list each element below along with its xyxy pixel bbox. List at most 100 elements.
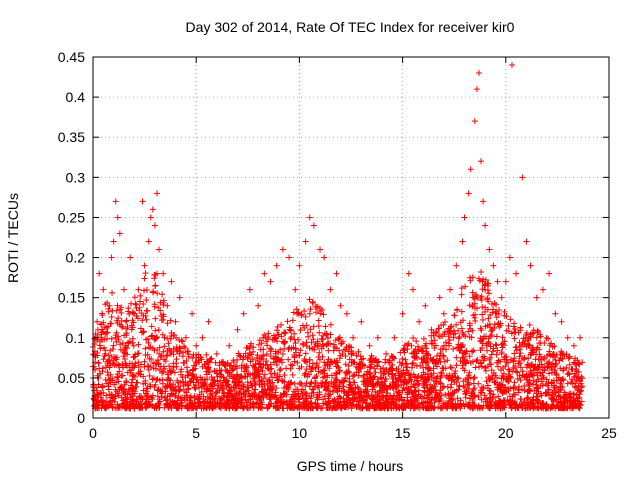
data-point <box>461 403 468 410</box>
data-point <box>420 369 427 376</box>
data-point <box>109 404 116 411</box>
data-point <box>367 363 374 370</box>
data-point <box>205 318 212 325</box>
data-point <box>291 330 298 337</box>
data-point <box>154 393 161 400</box>
data-point <box>324 359 331 366</box>
data-point <box>486 321 493 328</box>
data-point <box>355 348 362 355</box>
data-point <box>172 384 179 391</box>
data-point <box>203 351 210 358</box>
data-point <box>275 331 282 338</box>
data-point <box>432 330 439 337</box>
data-point <box>267 278 274 285</box>
data-point <box>429 340 436 347</box>
data-point <box>299 322 306 329</box>
data-point <box>440 383 447 390</box>
data-point <box>323 341 330 348</box>
data-point <box>180 349 187 356</box>
data-point <box>113 373 120 380</box>
data-point <box>273 262 280 269</box>
data-point <box>336 334 343 341</box>
data-point <box>409 286 416 293</box>
data-point <box>357 397 364 404</box>
data-point <box>566 390 573 397</box>
data-point <box>494 347 501 354</box>
data-point <box>192 351 199 358</box>
x-tick-label: 20 <box>498 425 514 441</box>
data-point <box>279 246 286 253</box>
data-point <box>461 214 468 221</box>
data-point <box>571 373 578 380</box>
data-point <box>480 384 487 391</box>
data-point <box>151 271 158 278</box>
data-point <box>428 374 435 381</box>
axis-ticks <box>92 56 610 419</box>
data-point <box>221 362 228 369</box>
data-point <box>529 345 536 352</box>
data-point <box>137 292 144 299</box>
data-point <box>508 62 515 69</box>
data-point <box>447 324 454 331</box>
data-point <box>526 380 533 387</box>
data-point <box>141 275 148 282</box>
data-point <box>169 399 176 406</box>
data-point <box>431 337 438 344</box>
data-point <box>135 341 142 348</box>
data-point <box>484 295 491 302</box>
data-point <box>277 402 284 409</box>
data-point <box>481 333 488 340</box>
data-point <box>281 384 288 391</box>
data-point <box>290 344 297 351</box>
data-point <box>234 356 241 363</box>
data-point <box>117 346 124 353</box>
data-point <box>112 332 119 339</box>
data-point <box>510 364 517 371</box>
data-point <box>486 246 493 253</box>
data-point <box>219 397 226 404</box>
data-point <box>482 222 489 229</box>
data-point <box>116 403 123 410</box>
data-point <box>195 357 202 364</box>
data-point <box>167 377 174 384</box>
data-point <box>130 387 137 394</box>
data-point <box>498 341 505 348</box>
data-point <box>296 352 303 359</box>
data-point <box>355 385 362 392</box>
data-point <box>238 374 245 381</box>
data-point <box>246 286 253 293</box>
data-point <box>453 405 460 412</box>
data-point <box>320 367 327 374</box>
data-point <box>175 405 182 412</box>
data-point <box>108 254 115 261</box>
data-point <box>104 369 111 376</box>
data-point <box>234 326 241 333</box>
data-point <box>306 393 313 400</box>
data-point <box>206 383 213 390</box>
data-point <box>409 402 416 409</box>
data-point <box>144 335 151 342</box>
data-point <box>577 334 584 341</box>
data-point <box>199 398 206 405</box>
data-point <box>555 377 562 384</box>
data-point <box>561 389 568 396</box>
data-point <box>487 333 494 340</box>
data-point <box>240 404 247 411</box>
data-point <box>470 358 477 365</box>
data-point <box>364 370 371 377</box>
data-point <box>276 367 283 374</box>
data-point <box>158 390 165 397</box>
data-point <box>261 371 268 378</box>
x-axis-label: GPS time / hours <box>297 458 404 474</box>
data-point <box>320 311 327 318</box>
plot-frame <box>92 56 610 419</box>
data-point <box>543 376 550 383</box>
data-point <box>103 380 110 387</box>
data-point <box>306 356 313 363</box>
data-point <box>361 372 368 379</box>
data-point <box>290 405 297 412</box>
data-point <box>134 350 141 357</box>
data-point <box>575 382 582 389</box>
data-point <box>318 382 325 389</box>
data-point <box>160 297 167 304</box>
